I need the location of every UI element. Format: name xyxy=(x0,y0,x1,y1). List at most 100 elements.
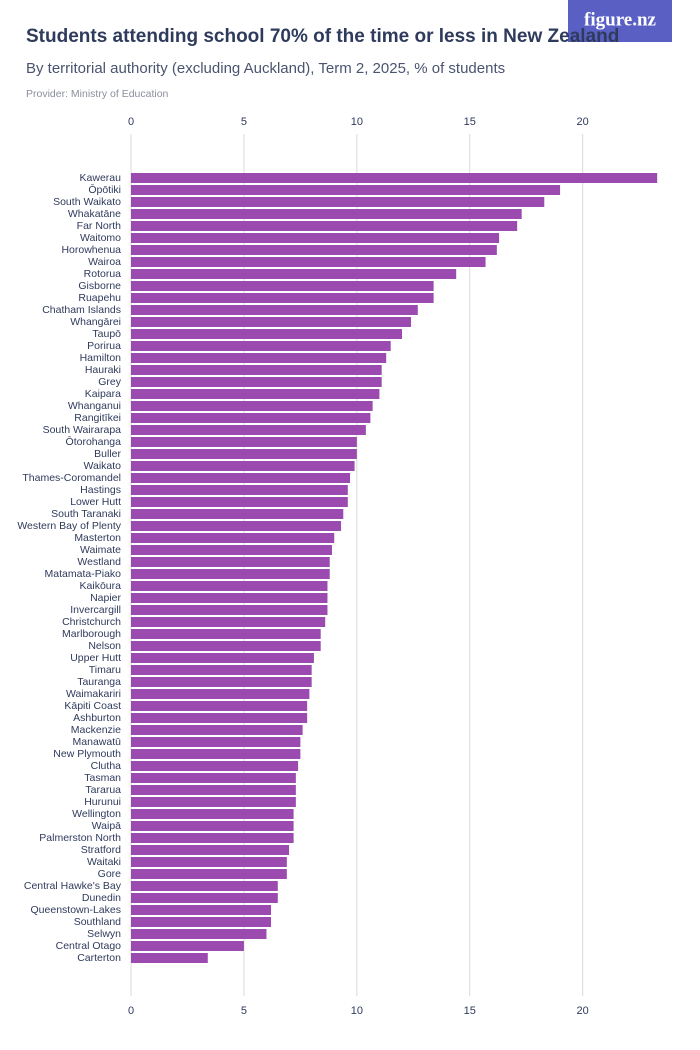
y-tick-label: Waikato xyxy=(83,460,121,472)
bar xyxy=(131,269,457,279)
y-tick-label: Clutha xyxy=(91,760,122,772)
y-tick-label: Waimakariri xyxy=(66,688,121,700)
bar xyxy=(131,617,326,627)
y-tick-label: Marlborough xyxy=(62,628,121,640)
y-tick-label: Kāpiti Coast xyxy=(64,700,121,712)
y-tick-label: Christchurch xyxy=(62,616,121,628)
x-tick-label: 0 xyxy=(128,116,134,128)
y-tick-label: Matamata-Piako xyxy=(45,568,122,580)
y-tick-label: Waimate xyxy=(80,544,121,556)
y-tick-label: Selwyn xyxy=(87,928,121,940)
bar xyxy=(131,881,278,891)
y-tick-label: Taupō xyxy=(92,328,121,340)
bar xyxy=(131,953,208,963)
y-tick-label: Hastings xyxy=(80,484,121,496)
bar xyxy=(131,461,355,471)
bar xyxy=(131,929,267,939)
bar xyxy=(131,221,518,231)
bar xyxy=(131,713,308,723)
bar xyxy=(131,473,351,483)
y-tick-label: Ruapehu xyxy=(78,292,121,304)
bar xyxy=(131,437,357,447)
bar xyxy=(131,797,296,807)
x-tick-label: 10 xyxy=(351,1005,363,1017)
bar xyxy=(131,725,303,735)
bar xyxy=(131,773,296,783)
y-tick-label: Whangārei xyxy=(70,316,121,328)
y-tick-label: Southland xyxy=(74,916,121,928)
bar xyxy=(131,497,348,507)
bar xyxy=(131,197,545,207)
y-tick-label: Dunedin xyxy=(82,892,121,904)
bar xyxy=(131,857,287,867)
bar xyxy=(131,425,366,435)
y-tick-label: Waipā xyxy=(92,820,122,832)
bar xyxy=(131,365,382,375)
y-tick-label: Porirua xyxy=(87,340,121,352)
bar xyxy=(131,545,332,555)
y-tick-label: Ōpōtiki xyxy=(88,184,121,196)
bar xyxy=(131,185,561,195)
x-tick-label: 20 xyxy=(577,116,589,128)
bar xyxy=(131,281,434,291)
bar xyxy=(131,233,500,243)
y-tick-label: Kaipara xyxy=(85,388,121,400)
logo-box xyxy=(568,0,672,42)
x-tick-label: 15 xyxy=(464,1005,476,1017)
y-tick-label: Nelson xyxy=(88,640,121,652)
y-tick-label: South Wairarapa xyxy=(43,424,122,436)
y-tick-label: Carterton xyxy=(77,952,121,964)
bar xyxy=(131,677,312,687)
bar xyxy=(131,641,321,651)
bar xyxy=(131,869,287,879)
bar xyxy=(131,941,244,951)
y-tick-label: Far North xyxy=(77,220,122,232)
bar xyxy=(131,665,312,675)
y-tick-label: Lower Hutt xyxy=(70,496,121,508)
logo[interactable]: figure.nz xyxy=(584,9,657,30)
bar xyxy=(131,701,308,711)
bar xyxy=(131,557,330,567)
y-tick-label: Hauraki xyxy=(85,364,121,376)
y-tick-label: Hurunui xyxy=(84,796,121,808)
bar xyxy=(131,833,294,843)
y-tick-label: Stratford xyxy=(81,844,121,856)
y-tick-label: Waitomo xyxy=(80,232,121,244)
bar xyxy=(131,353,387,363)
y-tick-label: Queenstown-Lakes xyxy=(31,904,121,916)
y-tick-label: Mackenzie xyxy=(71,724,121,736)
bar xyxy=(131,293,434,303)
y-tick-label: Napier xyxy=(90,592,121,604)
bar xyxy=(131,821,294,831)
bar xyxy=(131,389,380,399)
bar xyxy=(131,305,418,315)
bar xyxy=(131,329,402,339)
bar xyxy=(131,749,301,759)
y-tick-label: South Waikato xyxy=(53,196,121,208)
y-tick-label: Whanganui xyxy=(68,400,121,412)
y-tick-label: Central Otago xyxy=(56,940,122,952)
y-tick-label: Tasman xyxy=(84,772,121,784)
bar xyxy=(131,533,335,543)
bar xyxy=(131,689,310,699)
y-tick-label: Kawerau xyxy=(80,172,122,184)
bar xyxy=(131,917,272,927)
bar xyxy=(131,317,412,327)
y-tick-label: Timaru xyxy=(89,664,121,676)
y-tick-label: New Plymouth xyxy=(53,748,121,760)
bar xyxy=(131,581,328,591)
x-tick-label: 5 xyxy=(241,116,247,128)
y-tick-label: Invercargill xyxy=(70,604,121,616)
bar xyxy=(131,449,357,459)
bar xyxy=(131,209,522,219)
x-tick-label: 10 xyxy=(351,116,363,128)
y-tick-label: Westland xyxy=(77,556,121,568)
bar xyxy=(131,569,330,579)
bar xyxy=(131,341,391,351)
y-tick-label: Whakatāne xyxy=(68,208,121,220)
bar xyxy=(131,509,344,519)
y-tick-label: Gore xyxy=(98,868,122,880)
bar xyxy=(131,761,299,771)
y-tick-label: Tararua xyxy=(85,784,121,796)
